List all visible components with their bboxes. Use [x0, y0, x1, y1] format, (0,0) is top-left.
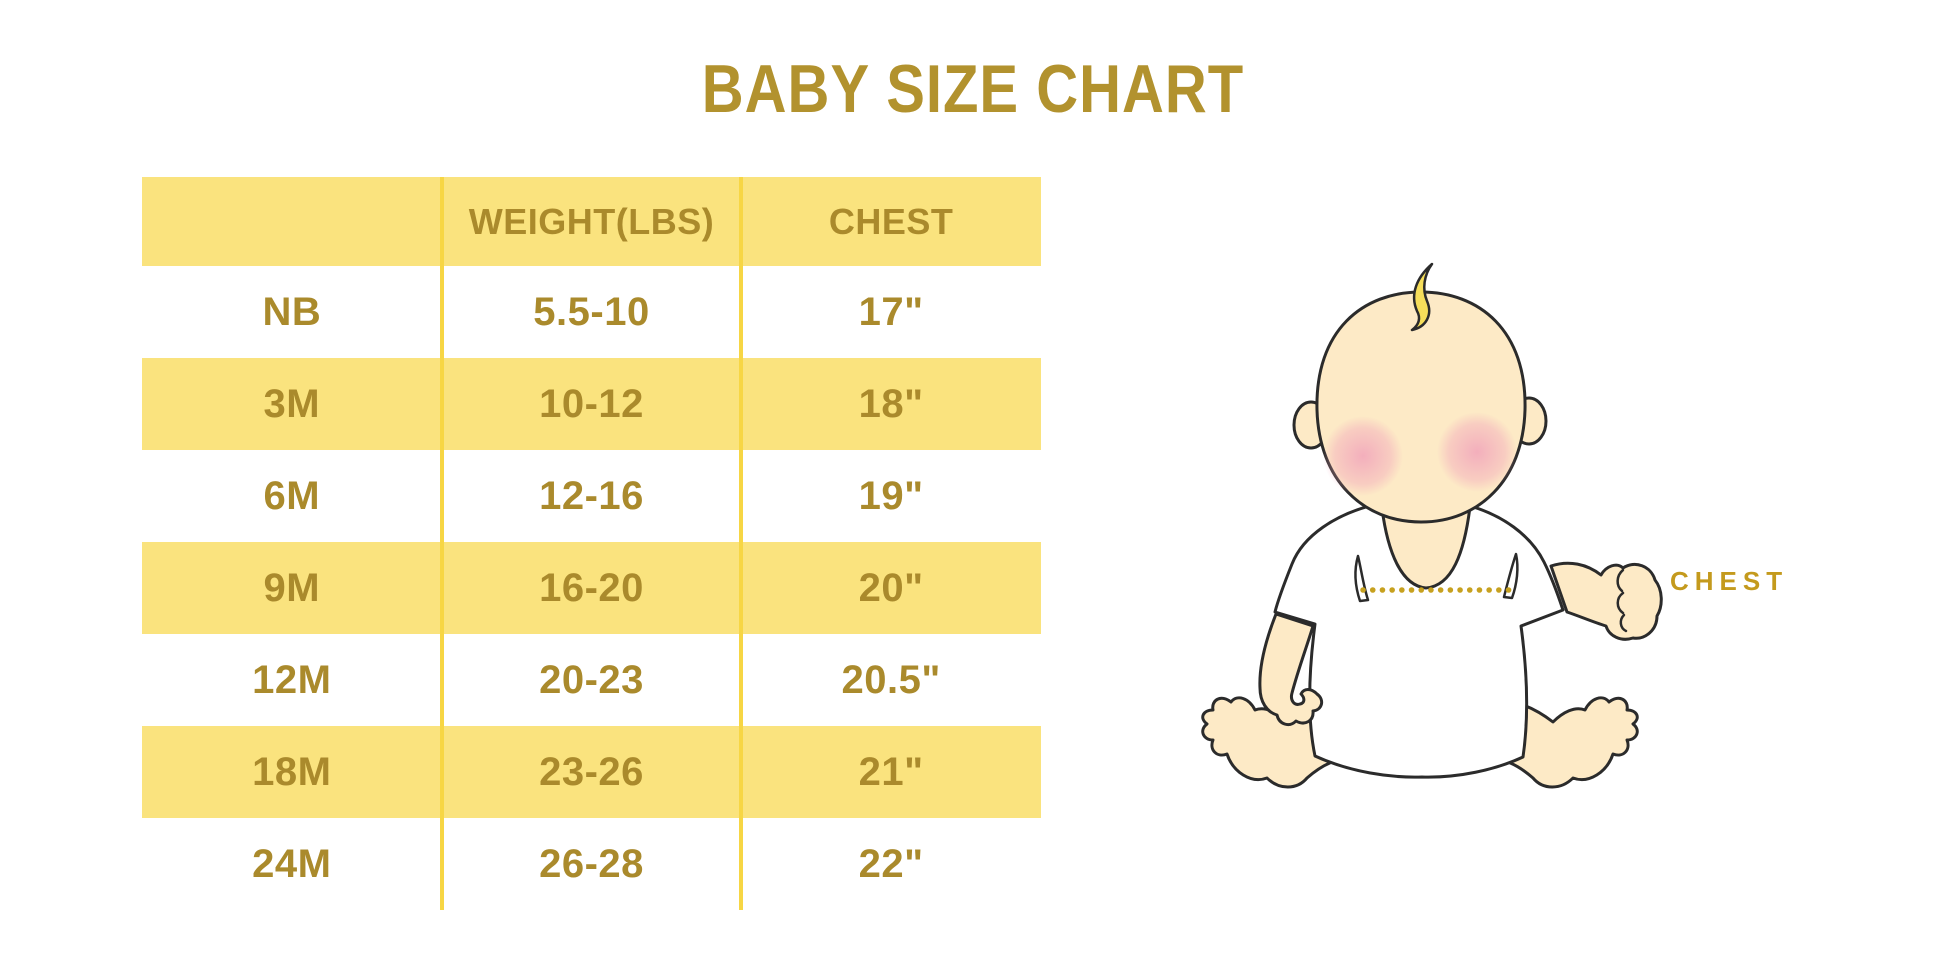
weight-cell: 5.5-10 [533, 289, 650, 334]
sleeve-crease-right [1502, 552, 1519, 600]
size-table: WEIGHT(LBS) CHEST NB 5.5-10 17" 3M 10-12… [142, 177, 1041, 910]
weight-cell: 10-12 [539, 381, 644, 426]
size-cell: 12M [252, 657, 332, 702]
weight-cell: 23-26 [539, 749, 644, 794]
table-row: 6M 12-16 19" [142, 450, 1041, 542]
header-weight-cell: WEIGHT(LBS) [468, 200, 715, 242]
chest-cell: 20.5" [841, 657, 941, 702]
baby-left-arm [1258, 612, 1324, 727]
weight-cell: 12-16 [539, 473, 644, 518]
weight-cell: 20-23 [539, 657, 644, 702]
baby-illustration [1201, 262, 1663, 789]
table-row: NB 5.5-10 17" [142, 266, 1041, 358]
column-divider [440, 177, 444, 910]
size-cell: 3M [263, 381, 321, 426]
table-row: 18M 23-26 21" [142, 726, 1041, 818]
size-cell: NB [262, 289, 322, 334]
chest-cell: 17" [858, 289, 924, 334]
column-divider [739, 177, 743, 910]
table-row: 24M 26-28 22" [142, 818, 1041, 910]
chest-cell: 21" [858, 749, 924, 794]
chest-cell: 19" [858, 473, 924, 518]
table-row: 12M 20-23 20.5" [142, 634, 1041, 726]
chest-label: CHEST [1670, 566, 1789, 596]
fist-finger-curls [1616, 568, 1628, 633]
baby-blush-left [1323, 416, 1403, 496]
weight-cell: 26-28 [539, 841, 644, 886]
weight-cell: 16-20 [539, 565, 644, 610]
size-cell: 18M [252, 749, 332, 794]
chest-cell: 20" [858, 565, 924, 610]
chest-cell: 22" [858, 841, 924, 886]
header-size-cell [142, 177, 442, 266]
baby-hair-curl [1410, 262, 1434, 332]
size-cell: 6M [263, 473, 321, 518]
size-cell: 24M [252, 841, 332, 886]
table-row: 3M 10-12 18" [142, 358, 1041, 450]
size-cell: 9M [263, 565, 321, 610]
table-header-row: WEIGHT(LBS) CHEST [142, 177, 1041, 266]
header-chest-cell: CHEST [828, 200, 954, 242]
table-row: 9M 16-20 20" [142, 542, 1041, 634]
baby-blush-right [1437, 412, 1517, 492]
chest-cell: 18" [858, 381, 924, 426]
baby-shirt [1273, 502, 1565, 779]
baby-right-arm [1549, 561, 1663, 641]
page-title: BABY SIZE CHART [701, 51, 1245, 128]
